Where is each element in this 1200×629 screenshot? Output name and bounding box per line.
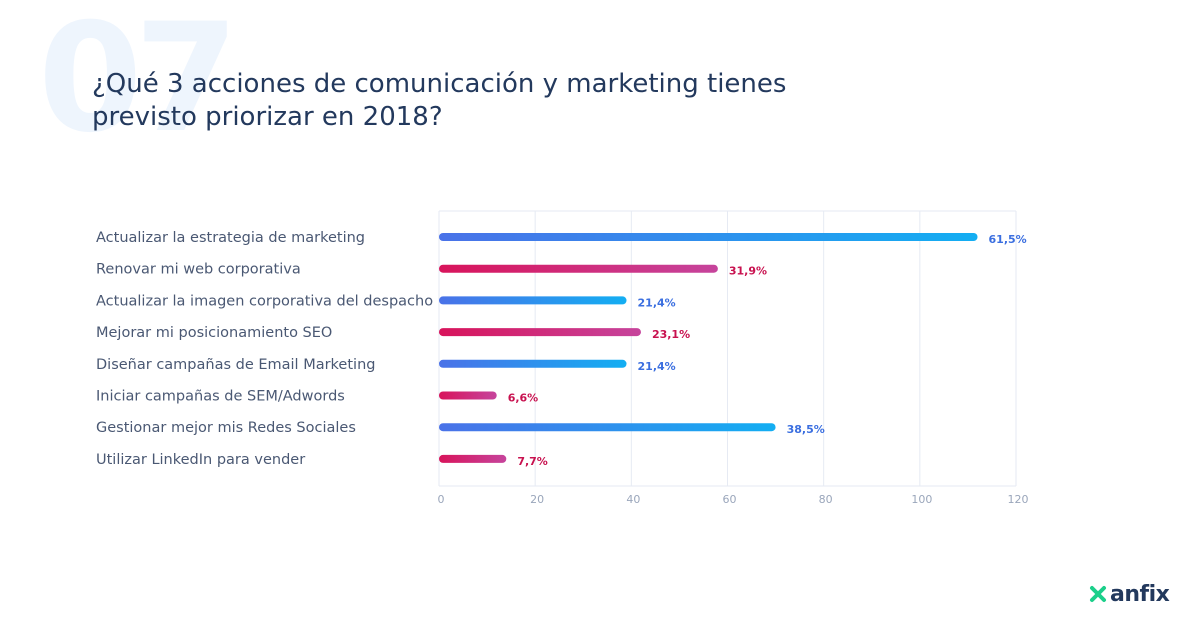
bar [439,359,627,368]
x-tick-label: 100 [911,493,932,506]
anfix-logo: anfix [1089,580,1170,608]
labels: 0 20 40 60 80 100 120 Actualizar la estrategia … [96,230,1029,506]
data-label: 21,4% [638,360,676,373]
bar [439,328,641,337]
category-label: Diseñar campañas de Email Marketing [96,357,375,373]
data-label: 61,5% [989,233,1027,246]
x-tick-label: 20 [530,493,544,506]
bar [439,423,776,432]
data-label: 7,7% [517,455,548,468]
category-label: Renovar mi web corporativa [96,262,301,278]
bars [439,233,978,463]
category-label: Iniciar campañas de SEM/Adwords [96,389,345,405]
chart-title: ¿Qué 3 acciones de comunicación y market… [92,69,787,132]
bar [439,391,497,400]
x-tick-label: 80 [819,493,833,506]
bar [439,264,718,273]
data-label: 21,4% [638,296,676,309]
grid-lines [438,210,1017,487]
x-tick-label: 0 [438,493,445,506]
x-tick-label: 60 [723,493,737,506]
data-label: 6,6% [508,392,539,405]
brand-name: anfix [1110,581,1170,607]
category-label: Mejorar mi posicionamiento SEO [96,325,332,341]
bar [439,233,978,241]
data-label: 38,5% [787,423,825,436]
anfix-x-icon [1090,586,1106,602]
category-label: Actualizar la imagen corporativa del des… [96,293,433,309]
background-section-number: 07 [38,0,239,166]
category-label: Actualizar la estrategia de marketing [96,230,365,246]
category-label: Gestionar mejor mis Redes Sociales [96,420,356,436]
bar [439,454,507,463]
data-label: 31,9% [729,265,767,278]
category-label: Utilizar LinkedIn para vender [96,452,305,468]
data-label: 23,1% [652,328,690,341]
x-tick-label: 120 [1008,493,1029,506]
x-tick-label: 40 [626,493,640,506]
bar [439,296,627,305]
